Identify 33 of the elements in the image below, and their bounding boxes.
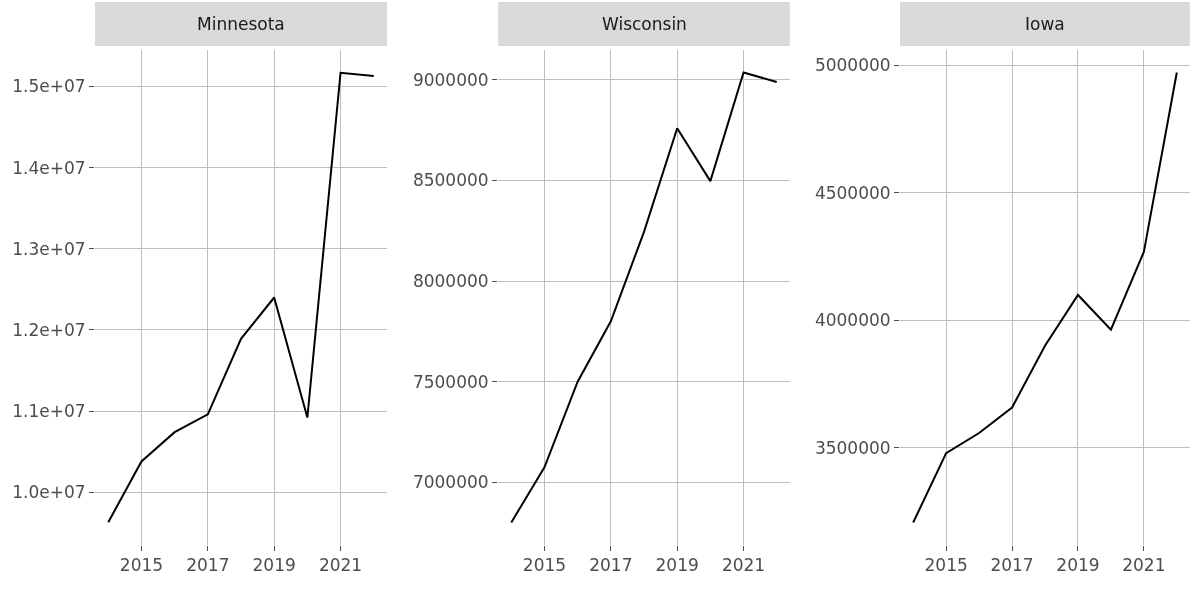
y-tick-label: 9000000 bbox=[412, 69, 489, 90]
chart-title: Wisconsin bbox=[602, 14, 687, 34]
y-tick-label: 4500000 bbox=[814, 182, 891, 203]
x-tick-label: 2019 bbox=[252, 555, 296, 576]
x-tick-label: 2017 bbox=[186, 555, 230, 576]
y-tick-label: 5000000 bbox=[814, 55, 891, 75]
x-tick-label: 2021 bbox=[318, 555, 363, 576]
y-tick-label: 4000000 bbox=[814, 310, 891, 331]
line-series bbox=[912, 71, 1178, 524]
line-series bbox=[107, 71, 375, 524]
chart-title: Minnesota bbox=[197, 14, 285, 34]
y-tick-label: 1.3e+07 bbox=[12, 238, 86, 259]
y-tick-label: 1.5e+07 bbox=[12, 76, 86, 97]
y-tick-label: 1.4e+07 bbox=[12, 157, 86, 178]
y-tick-label: 1.2e+07 bbox=[12, 319, 86, 340]
y-tick-label: 1.1e+07 bbox=[12, 401, 86, 422]
x-tick-label: 2021 bbox=[1122, 555, 1166, 576]
chart-title: Iowa bbox=[1025, 14, 1065, 34]
x-tick-label: 2015 bbox=[119, 555, 164, 576]
y-tick-label: 8500000 bbox=[412, 170, 489, 191]
x-tick-label: 2015 bbox=[522, 555, 567, 576]
y-tick-label: 1.0e+07 bbox=[12, 482, 86, 503]
x-tick-label: 2015 bbox=[924, 555, 968, 576]
y-tick-label: 7500000 bbox=[412, 371, 489, 392]
line-series bbox=[510, 71, 778, 524]
x-tick-label: 2019 bbox=[1056, 555, 1100, 576]
x-tick-label: 2019 bbox=[655, 555, 699, 576]
x-tick-label: 2021 bbox=[721, 555, 766, 576]
x-tick-label: 2017 bbox=[990, 555, 1034, 576]
y-tick-label: 7000000 bbox=[412, 472, 489, 493]
y-tick-label: 3500000 bbox=[814, 437, 891, 458]
x-tick-label: 2017 bbox=[589, 555, 633, 576]
y-tick-label: 8000000 bbox=[412, 271, 489, 292]
